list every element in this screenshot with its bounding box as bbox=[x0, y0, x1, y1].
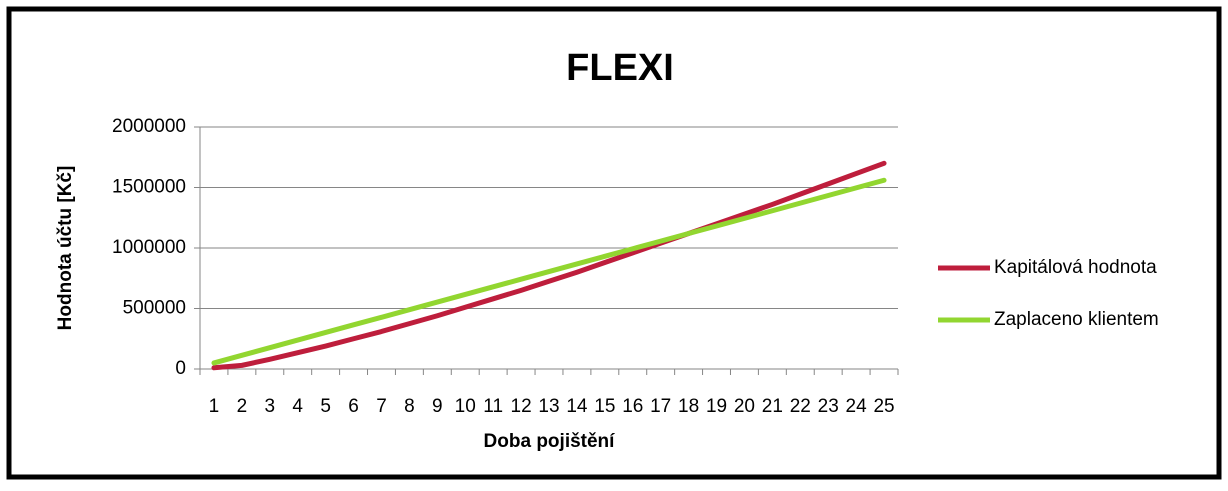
y-tick-label: 500000 bbox=[123, 298, 186, 319]
x-tick-label: 18 bbox=[678, 396, 699, 417]
x-tick-label: 5 bbox=[320, 396, 331, 417]
x-tick-label: 15 bbox=[594, 396, 615, 417]
chart-title: FLEXI bbox=[566, 47, 674, 89]
y-tick-label: 1500000 bbox=[112, 177, 186, 198]
x-tick-label: 13 bbox=[538, 396, 559, 417]
y-axis-label: Hodnota účtu [Kč] bbox=[55, 166, 76, 331]
line-series bbox=[211, 160, 887, 371]
x-tick-label: 4 bbox=[292, 396, 303, 417]
chart-border bbox=[6, 6, 1222, 480]
x-tick-label: 19 bbox=[706, 396, 727, 417]
x-tick-label: 25 bbox=[873, 396, 894, 417]
legend-label: Kapitálová hodnota bbox=[994, 257, 1157, 278]
x-tick-label: 22 bbox=[790, 396, 811, 417]
x-tick-label: 9 bbox=[432, 396, 443, 417]
x-tick-label: 7 bbox=[376, 396, 387, 417]
x-tick-label: 23 bbox=[818, 396, 839, 417]
line-series bbox=[211, 177, 887, 366]
y-tick-label: 2000000 bbox=[112, 116, 186, 137]
x-tick-label: 8 bbox=[404, 396, 415, 417]
x-tick-label: 10 bbox=[455, 396, 476, 417]
legend-label: Zaplaceno klientem bbox=[994, 309, 1159, 330]
x-tick-label: 20 bbox=[734, 396, 755, 417]
x-tick-label: 3 bbox=[265, 396, 276, 417]
x-axis-label: Doba pojištění bbox=[484, 431, 616, 452]
y-tick-label: 0 bbox=[175, 358, 186, 379]
x-tick-label: 1 bbox=[209, 396, 220, 417]
x-tick-label: 12 bbox=[511, 396, 532, 417]
x-tick-label: 24 bbox=[846, 396, 868, 417]
x-tick-label: 11 bbox=[483, 396, 503, 417]
x-tick-label: 6 bbox=[348, 396, 359, 417]
x-tick-label: 17 bbox=[650, 396, 671, 417]
x-tick-label: 14 bbox=[566, 396, 588, 417]
x-tick-label: 21 bbox=[762, 396, 783, 417]
y-tick-label: 1000000 bbox=[112, 237, 186, 258]
x-tick-label: 16 bbox=[622, 396, 643, 417]
x-tick-label: 2 bbox=[237, 396, 248, 417]
